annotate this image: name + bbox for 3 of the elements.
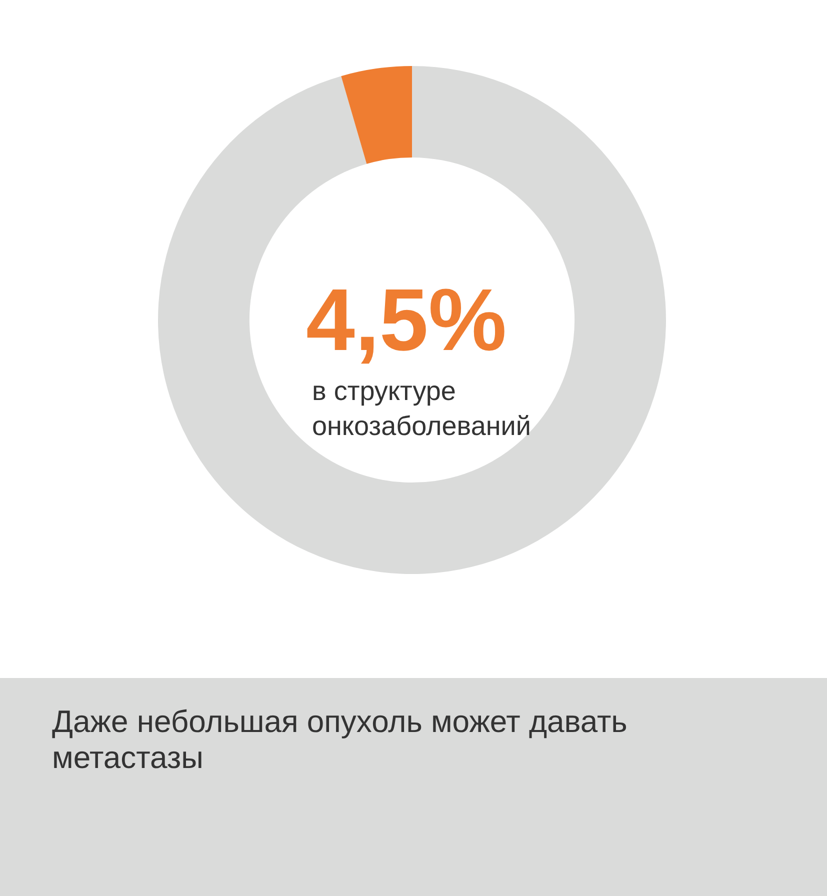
text: Даже небольшая опухоль может давать метастазы bbox=[52, 704, 628, 776]
text: 4,5% bbox=[306, 270, 507, 369]
text: в структуре онкозаболеваний bbox=[312, 375, 532, 443]
